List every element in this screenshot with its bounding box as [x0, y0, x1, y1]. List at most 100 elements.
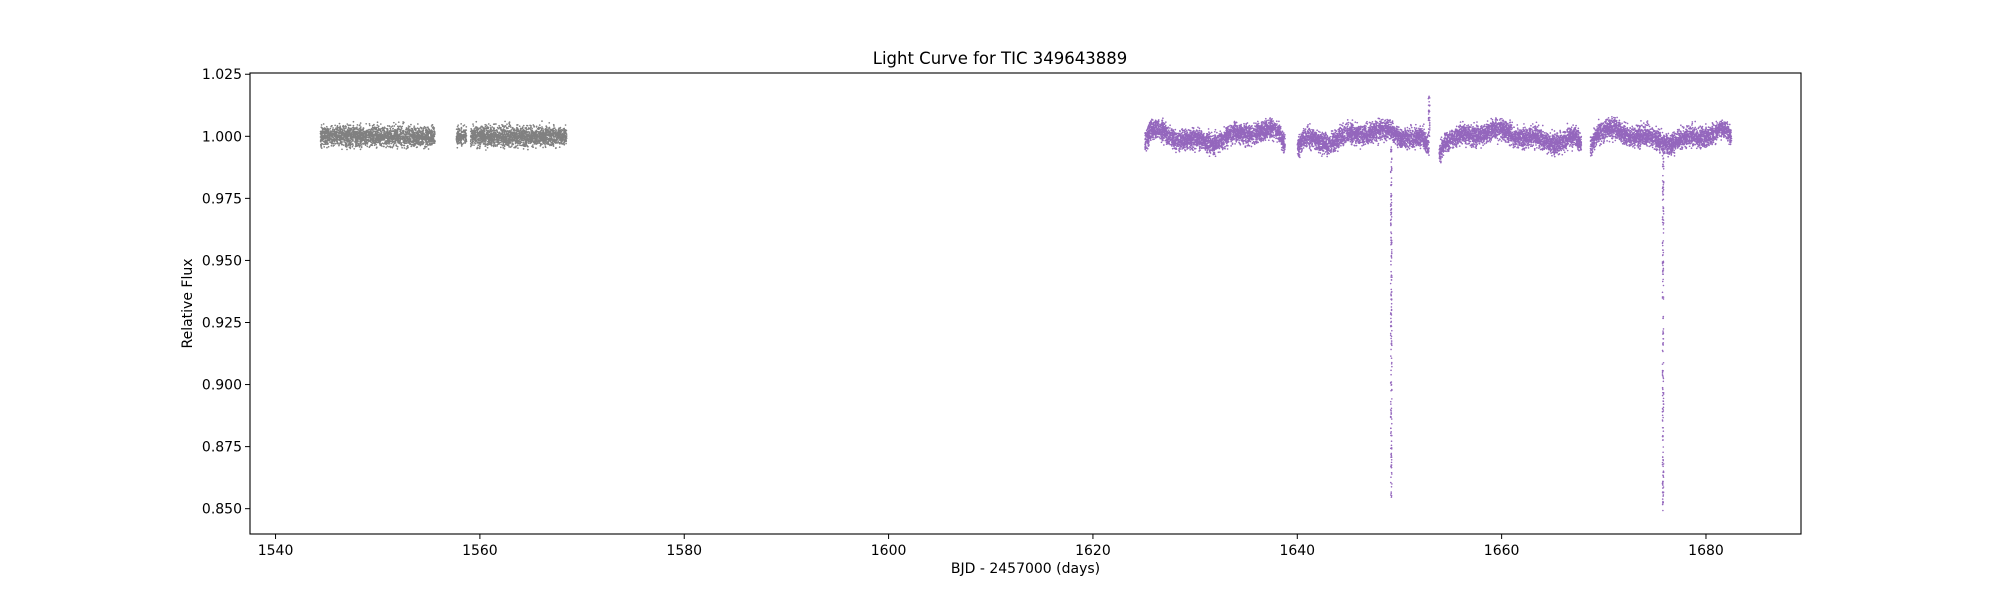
- data-point-4138: [552, 143, 555, 146]
- data-point-2067: [421, 135, 424, 137]
- data-point-2211: [338, 139, 341, 142]
- data-point-2141: [409, 129, 412, 132]
- data-point-2237: [396, 139, 398, 142]
- data-point-3107: [535, 126, 538, 128]
- data-point-1898: [362, 132, 365, 135]
- data-point-4701: [1145, 149, 1148, 152]
- data-point-4058: [547, 129, 550, 131]
- data-point-411: [401, 125, 404, 128]
- data-point-2076: [390, 132, 393, 135]
- data-point-2013: [320, 139, 322, 142]
- data-point-2030: [422, 129, 424, 131]
- data-point-2082: [324, 143, 326, 146]
- data-point-3464: [530, 130, 533, 133]
- data-point-4152: [538, 127, 541, 130]
- data-point-4252: [497, 136, 500, 139]
- data-point-3903: [484, 127, 487, 130]
- data-point-2116: [388, 140, 390, 143]
- data-point-2191: [427, 144, 430, 146]
- data-point-3643: [499, 127, 502, 130]
- data-point-3961: [538, 134, 541, 136]
- data-point-1870: [403, 136, 406, 139]
- data-point-156: [373, 144, 376, 147]
- data-point-2078: [430, 130, 433, 133]
- data-point-4069: [487, 141, 490, 144]
- data-point-2366: [456, 146, 459, 149]
- data-point-1869: [424, 126, 427, 129]
- data-point-3285: [557, 141, 560, 144]
- data-point-3727: [563, 143, 566, 146]
- data-point-2179: [339, 135, 341, 137]
- data-point-4319: [540, 128, 543, 131]
- data-point-4205: [558, 127, 560, 130]
- data-point-3319: [564, 124, 567, 126]
- data-point-4260: [525, 135, 528, 138]
- data-point-4304: [497, 141, 499, 144]
- data-point-1365: [406, 147, 409, 149]
- data-point-566: [351, 145, 354, 148]
- data-point-4233: [525, 130, 527, 132]
- data-point-1455: [413, 131, 415, 134]
- data-point-1996: [347, 138, 350, 140]
- data-point-1793: [328, 134, 330, 137]
- data-point-4314: [510, 138, 513, 141]
- data-point-1688: [391, 146, 394, 149]
- data-point-2088: [419, 144, 422, 146]
- data-point-1762: [347, 128, 349, 131]
- data-point-3653: [522, 148, 525, 150]
- data-point-4307: [510, 135, 513, 137]
- data-point-305: [354, 127, 357, 129]
- data-point-1585: [405, 127, 408, 129]
- data-point-1399: [410, 143, 413, 146]
- data-point-2145: [337, 143, 340, 145]
- data-point-4283: [558, 136, 561, 139]
- data-point-2743: [565, 142, 567, 145]
- data-point-4135: [557, 131, 560, 134]
- data-point-2060: [354, 140, 357, 142]
- data-point-1867: [425, 128, 427, 131]
- data-point-3945: [482, 129, 485, 132]
- data-point-4876: [1238, 142, 1241, 145]
- data-point-4191: [480, 136, 483, 139]
- data-point-4303: [493, 134, 495, 136]
- data-point-4288: [535, 131, 537, 134]
- data-point-2133: [335, 140, 338, 143]
- data-point-1634: [366, 145, 369, 148]
- data-point-4292: [507, 125, 510, 128]
- data-point-2187: [345, 132, 348, 134]
- data-point-1950: [377, 126, 379, 129]
- data-point-3795: [518, 142, 520, 145]
- data-point-2047: [352, 144, 354, 146]
- data-point-4237: [501, 132, 504, 135]
- data-point-3899: [489, 124, 492, 127]
- data-point-2008: [421, 143, 424, 146]
- data-point-4267: [507, 139, 510, 142]
- data-point-2206: [415, 131, 418, 134]
- data-point-1516: [385, 131, 388, 134]
- data-point-2065: [424, 138, 427, 141]
- data-point-3960: [475, 127, 478, 129]
- data-point-2020: [326, 140, 329, 142]
- data-point-4788: [1275, 120, 1278, 123]
- data-point-4443: [1198, 127, 1201, 130]
- data-point-1418: [417, 143, 420, 146]
- data-point-2904: [557, 140, 560, 142]
- data-point-1949: [375, 128, 378, 131]
- data-point-3811: [480, 125, 483, 128]
- data-point-1902: [431, 124, 434, 126]
- data-point-3432: [475, 120, 478, 123]
- data-point-1876: [356, 126, 358, 129]
- data-point-2121: [369, 144, 372, 146]
- data-point-4232: [526, 139, 529, 141]
- data-point-1194: [320, 147, 323, 149]
- data-point-2210: [406, 138, 409, 140]
- data-point-2229: [421, 138, 424, 141]
- data-point-3778: [503, 144, 506, 147]
- data-point-3325: [533, 125, 536, 127]
- data-point-2220: [373, 130, 375, 133]
- data-point-4273: [474, 137, 477, 140]
- data-point-1579: [376, 121, 379, 124]
- data-point-1933: [397, 125, 399, 128]
- data-point-822: [327, 145, 330, 148]
- data-point-1807: [338, 132, 341, 135]
